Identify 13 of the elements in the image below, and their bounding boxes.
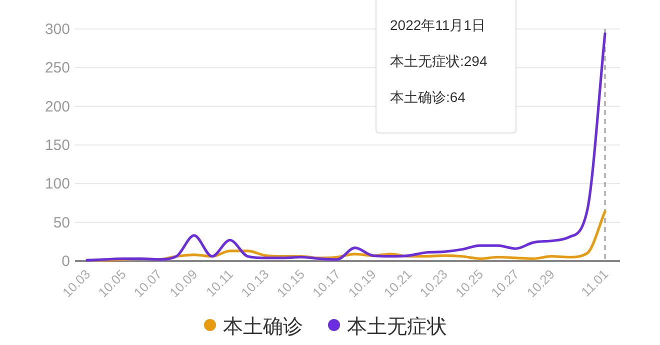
y-tick-label: 200	[44, 98, 70, 116]
y-tick-label: 300	[44, 21, 70, 38]
annotation: 本土确诊:64	[390, 89, 466, 105]
y-tick-label: 0	[62, 253, 70, 270]
legend-label: 本土无症状	[347, 316, 447, 338]
y-tick-label: 100	[44, 176, 70, 193]
y-tick-label: 250	[44, 60, 70, 77]
legend-label: 本土确诊	[223, 316, 303, 338]
tooltip: 2022年11月1日 本土无症状:294 本土确诊:64	[376, 0, 516, 134]
y-tick-label: 150	[44, 137, 70, 154]
annotation: 2022年11月1日	[390, 17, 486, 33]
y-tick-label: 50	[53, 214, 70, 232]
annotation: 本土无症状:294	[390, 53, 488, 69]
